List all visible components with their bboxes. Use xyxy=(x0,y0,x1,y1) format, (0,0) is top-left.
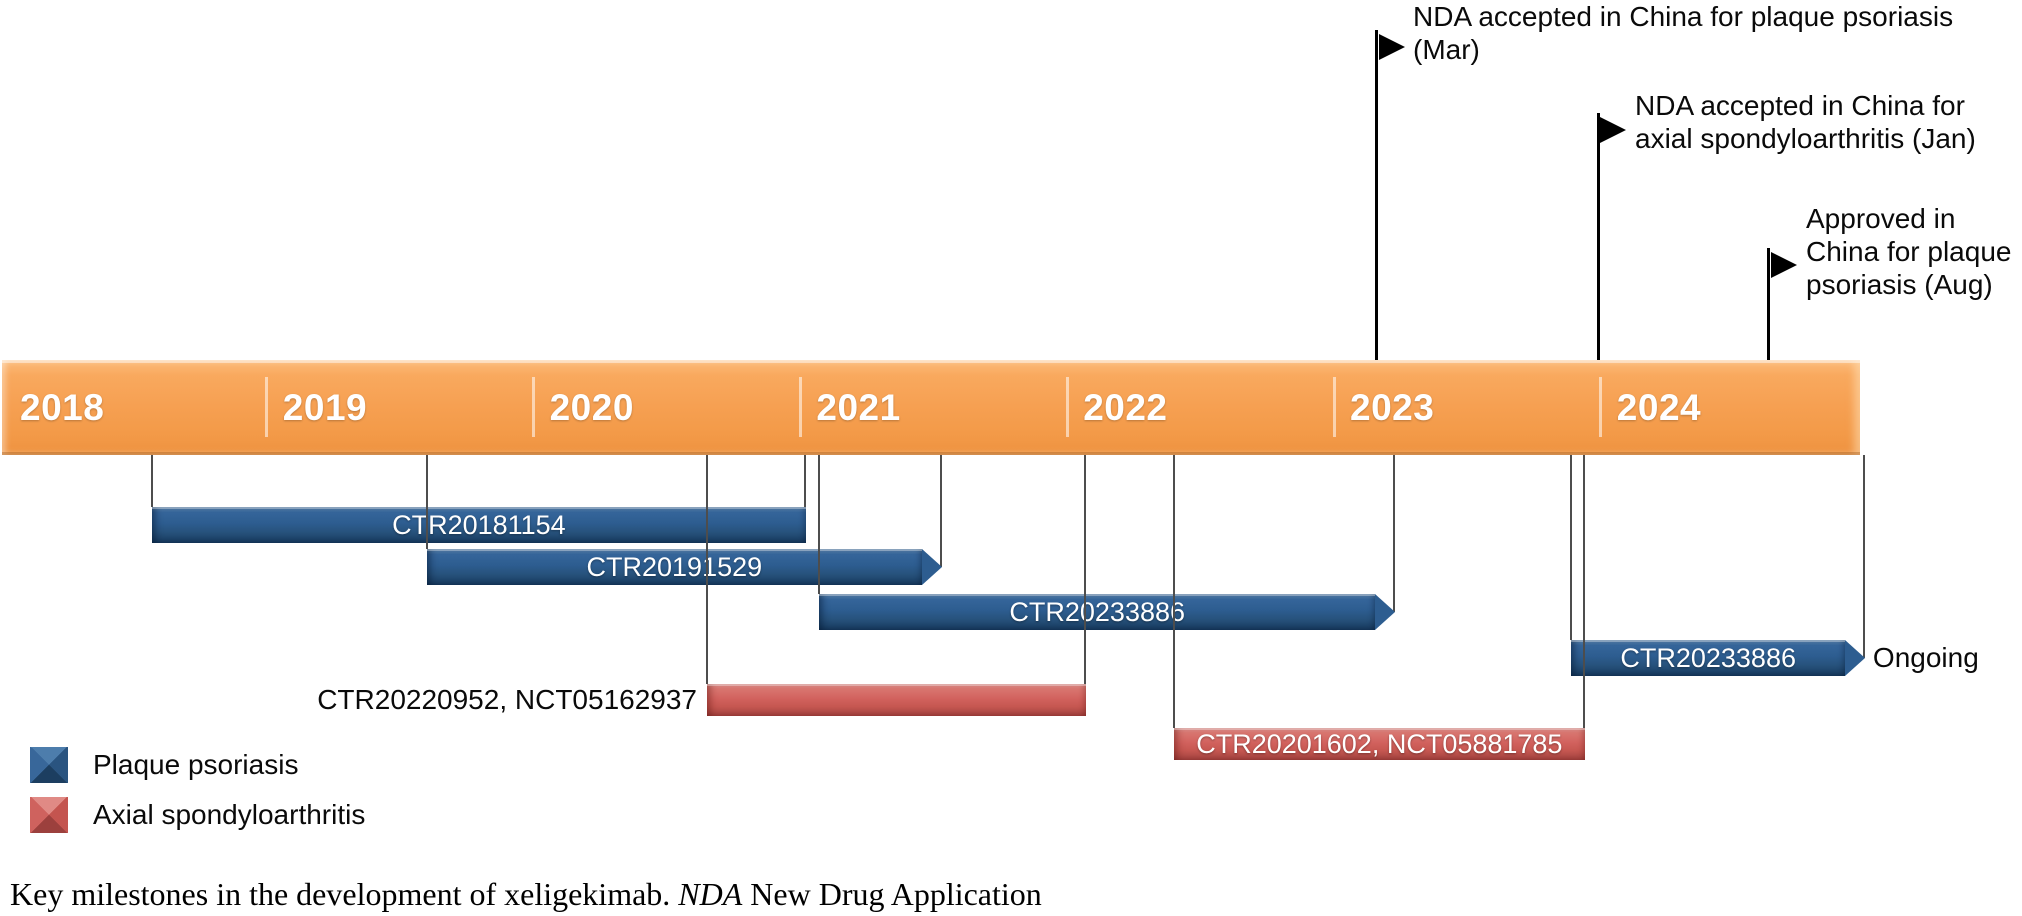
caption-text: Key milestones in the development of xel… xyxy=(10,876,679,912)
timeline-bar xyxy=(2,360,1860,455)
trial-bar-label: CTR20233886 xyxy=(1009,596,1186,627)
milestone-flag-icon xyxy=(1378,34,1405,60)
legend-item-plaque-psoriasis: Plaque psoriasis xyxy=(30,747,298,783)
legend-label-plaque-psoriasis: Plaque psoriasis xyxy=(93,749,299,780)
year-divider-2020 xyxy=(532,377,536,437)
year-divider-2024 xyxy=(1599,377,1603,437)
legend-label-axial-spondyloarthritis: Axial spondyloarthritis xyxy=(93,799,366,830)
connector-line xyxy=(1393,455,1396,612)
trial-bar-2: CTR20233886 xyxy=(819,594,1376,630)
milestone-label-line: NDA accepted in China for xyxy=(1635,90,1965,121)
trial-bar-0: CTR20181154 xyxy=(152,507,806,543)
connector-line xyxy=(1570,455,1573,640)
milestone-flag-icon xyxy=(1600,117,1627,143)
milestone-label-line: axial spondyloarthritis (Jan) xyxy=(1635,123,1976,154)
connector-line xyxy=(151,455,154,507)
trial-bar-label: CTR20191529 xyxy=(586,551,763,582)
year-divider-2021 xyxy=(798,377,802,437)
milestone-label-line: psoriasis (Aug) xyxy=(1806,269,1993,300)
year-label-2019: 2019 xyxy=(282,386,368,428)
trial-bar-label: CTR20201602, NCT05881785 xyxy=(1196,728,1563,759)
connector-line xyxy=(939,455,942,567)
trial-bar-arrow-icon xyxy=(921,549,942,585)
connector-line xyxy=(1083,455,1086,684)
year-label-2023: 2023 xyxy=(1350,386,1435,428)
caption: Key milestones in the development of xel… xyxy=(10,876,1042,913)
milestone-label: NDA accepted in China for plaque psorias… xyxy=(1413,0,1953,66)
year-divider-2019 xyxy=(265,377,269,437)
caption-text-suffix: New Drug Application xyxy=(742,876,1042,912)
year-divider-2023 xyxy=(1332,377,1336,437)
trial-bar-arrow-icon xyxy=(1375,594,1396,630)
milestone-label-line: NDA accepted in China for plaque psorias… xyxy=(1413,1,1954,32)
year-label-2018: 2018 xyxy=(20,386,105,428)
trial-bar-4 xyxy=(707,684,1086,716)
year-label-2021: 2021 xyxy=(816,386,901,428)
milestone-label: Approved in China for plaque psoriasis (Au… xyxy=(1806,202,2011,301)
trial-bar-label: CTR20181154 xyxy=(392,509,566,540)
legend-swatch-plaque-psoriasis-icon xyxy=(30,747,68,783)
trial-bar-label: CTR20233886 xyxy=(1620,642,1796,673)
milestone-label-line: Approved in xyxy=(1806,203,1956,234)
trial-bar-5: CTR20201602, NCT05881785 xyxy=(1173,728,1585,760)
trial-bar-1: CTR20191529 xyxy=(426,549,922,585)
ongoing-label: Ongoing xyxy=(1872,642,1979,673)
milestone-label-line: China for plaque xyxy=(1806,236,2012,267)
legend-swatch-axial-spondyloarthritis-icon xyxy=(30,797,68,833)
milestone-label-line: (Mar) xyxy=(1413,34,1480,65)
milestone-flag-pole xyxy=(1375,30,1379,360)
caption-abbr-nda: NDA xyxy=(678,876,743,912)
connector-line xyxy=(706,455,709,684)
trial-bar-3: CTR20233886 xyxy=(1571,640,1845,676)
connector-line xyxy=(803,455,806,507)
connector-line xyxy=(818,455,821,594)
year-label-2024: 2024 xyxy=(1616,386,1702,428)
milestone-flag-pole xyxy=(1596,113,1600,360)
year-divider-2022 xyxy=(1065,377,1069,437)
trial-bar-arrow-icon xyxy=(1844,640,1865,676)
connector-line xyxy=(1862,455,1865,658)
legend-item-axial-spondyloarthritis: Axial spondyloarthritis xyxy=(30,797,365,833)
milestone-flag-pole xyxy=(1767,248,1771,360)
milestone-flag-icon xyxy=(1770,252,1797,278)
connector-line xyxy=(425,455,428,549)
milestone-label: NDA accepted in China for axial spondyloa… xyxy=(1635,89,1976,155)
connector-line xyxy=(1582,455,1585,728)
year-label-2022: 2022 xyxy=(1083,386,1168,428)
connector-line xyxy=(1172,455,1175,728)
trial-bar-outside-label: CTR20220952, NCT05162937 xyxy=(317,684,698,715)
year-label-2020: 2020 xyxy=(549,386,634,428)
